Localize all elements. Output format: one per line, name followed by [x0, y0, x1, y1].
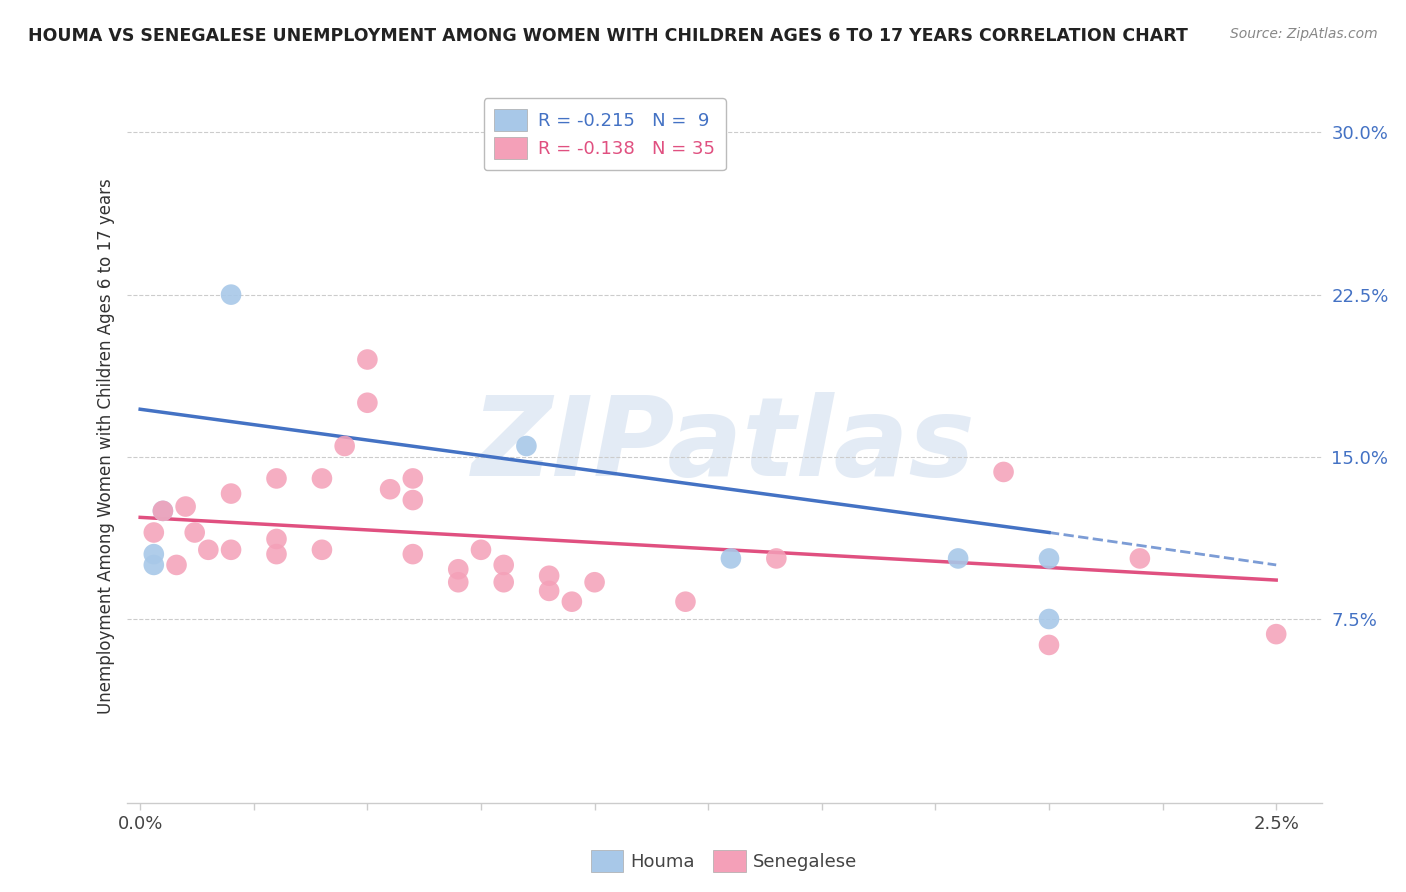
Point — [402, 471, 425, 485]
Point — [183, 525, 205, 540]
Point — [219, 486, 242, 500]
Point — [333, 439, 356, 453]
Point — [583, 575, 606, 590]
Point — [142, 525, 165, 540]
Point — [675, 595, 697, 609]
Y-axis label: Unemployment Among Women with Children Ages 6 to 17 years: Unemployment Among Women with Children A… — [97, 178, 115, 714]
Point — [515, 439, 537, 453]
Point — [561, 595, 583, 609]
Point — [266, 471, 288, 485]
Point — [197, 542, 219, 557]
Point — [356, 396, 378, 410]
Point — [492, 575, 515, 590]
Point — [946, 551, 969, 566]
Point — [538, 568, 561, 582]
Point — [1038, 612, 1060, 626]
Text: Source: ZipAtlas.com: Source: ZipAtlas.com — [1230, 27, 1378, 41]
Point — [1129, 551, 1152, 566]
Point — [174, 500, 197, 514]
Point — [166, 558, 188, 572]
Point — [311, 542, 333, 557]
Point — [219, 287, 242, 301]
Legend: Houma, Senegalese: Houma, Senegalese — [583, 843, 865, 880]
Point — [765, 551, 787, 566]
Point — [402, 493, 425, 508]
Point — [993, 465, 1015, 479]
Point — [1265, 627, 1288, 641]
Text: ZIPatlas: ZIPatlas — [472, 392, 976, 500]
Point — [720, 551, 742, 566]
Point — [356, 352, 378, 367]
Point — [447, 562, 470, 576]
Point — [142, 547, 165, 561]
Point — [311, 471, 333, 485]
Point — [1038, 638, 1060, 652]
Point — [402, 547, 425, 561]
Text: HOUMA VS SENEGALESE UNEMPLOYMENT AMONG WOMEN WITH CHILDREN AGES 6 TO 17 YEARS CO: HOUMA VS SENEGALESE UNEMPLOYMENT AMONG W… — [28, 27, 1188, 45]
Point — [266, 532, 288, 546]
Point — [538, 583, 561, 598]
Point — [219, 542, 242, 557]
Point — [378, 482, 401, 496]
Point — [152, 504, 174, 518]
Point — [470, 542, 492, 557]
Point — [142, 558, 165, 572]
Point — [1038, 551, 1060, 566]
Point — [152, 504, 174, 518]
Point — [447, 575, 470, 590]
Point — [492, 558, 515, 572]
Point — [266, 547, 288, 561]
